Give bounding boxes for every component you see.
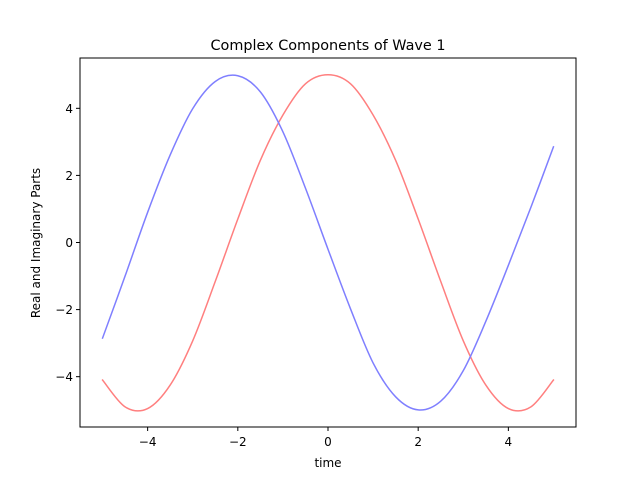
y-tick-label: 0 [65,236,73,250]
plot-layer [101,74,555,412]
x-axis-label: time [314,456,341,470]
x-tick-label: 2 [414,435,422,449]
y-tick-label: −4 [55,370,73,384]
x-tick-label: −2 [229,435,247,449]
x-tick-label: −4 [139,435,157,449]
plot-frame [79,57,577,428]
series-line-2 [101,74,555,411]
y-axis-ticks: −4 −2 0 2 4 [55,102,80,384]
y-tick-label: 2 [65,169,73,183]
x-tick-label: 0 [324,435,332,449]
x-tick-label: 4 [505,435,513,449]
y-axis-label: Real and Imaginary Parts [29,168,43,318]
chart-title: Complex Components of Wave 1 [211,38,446,54]
y-tick-label: −2 [55,303,73,317]
series-line-1 [101,74,555,412]
x-axis-ticks: −4 −2 0 2 4 [139,427,512,449]
y-tick-label: 4 [65,102,73,116]
